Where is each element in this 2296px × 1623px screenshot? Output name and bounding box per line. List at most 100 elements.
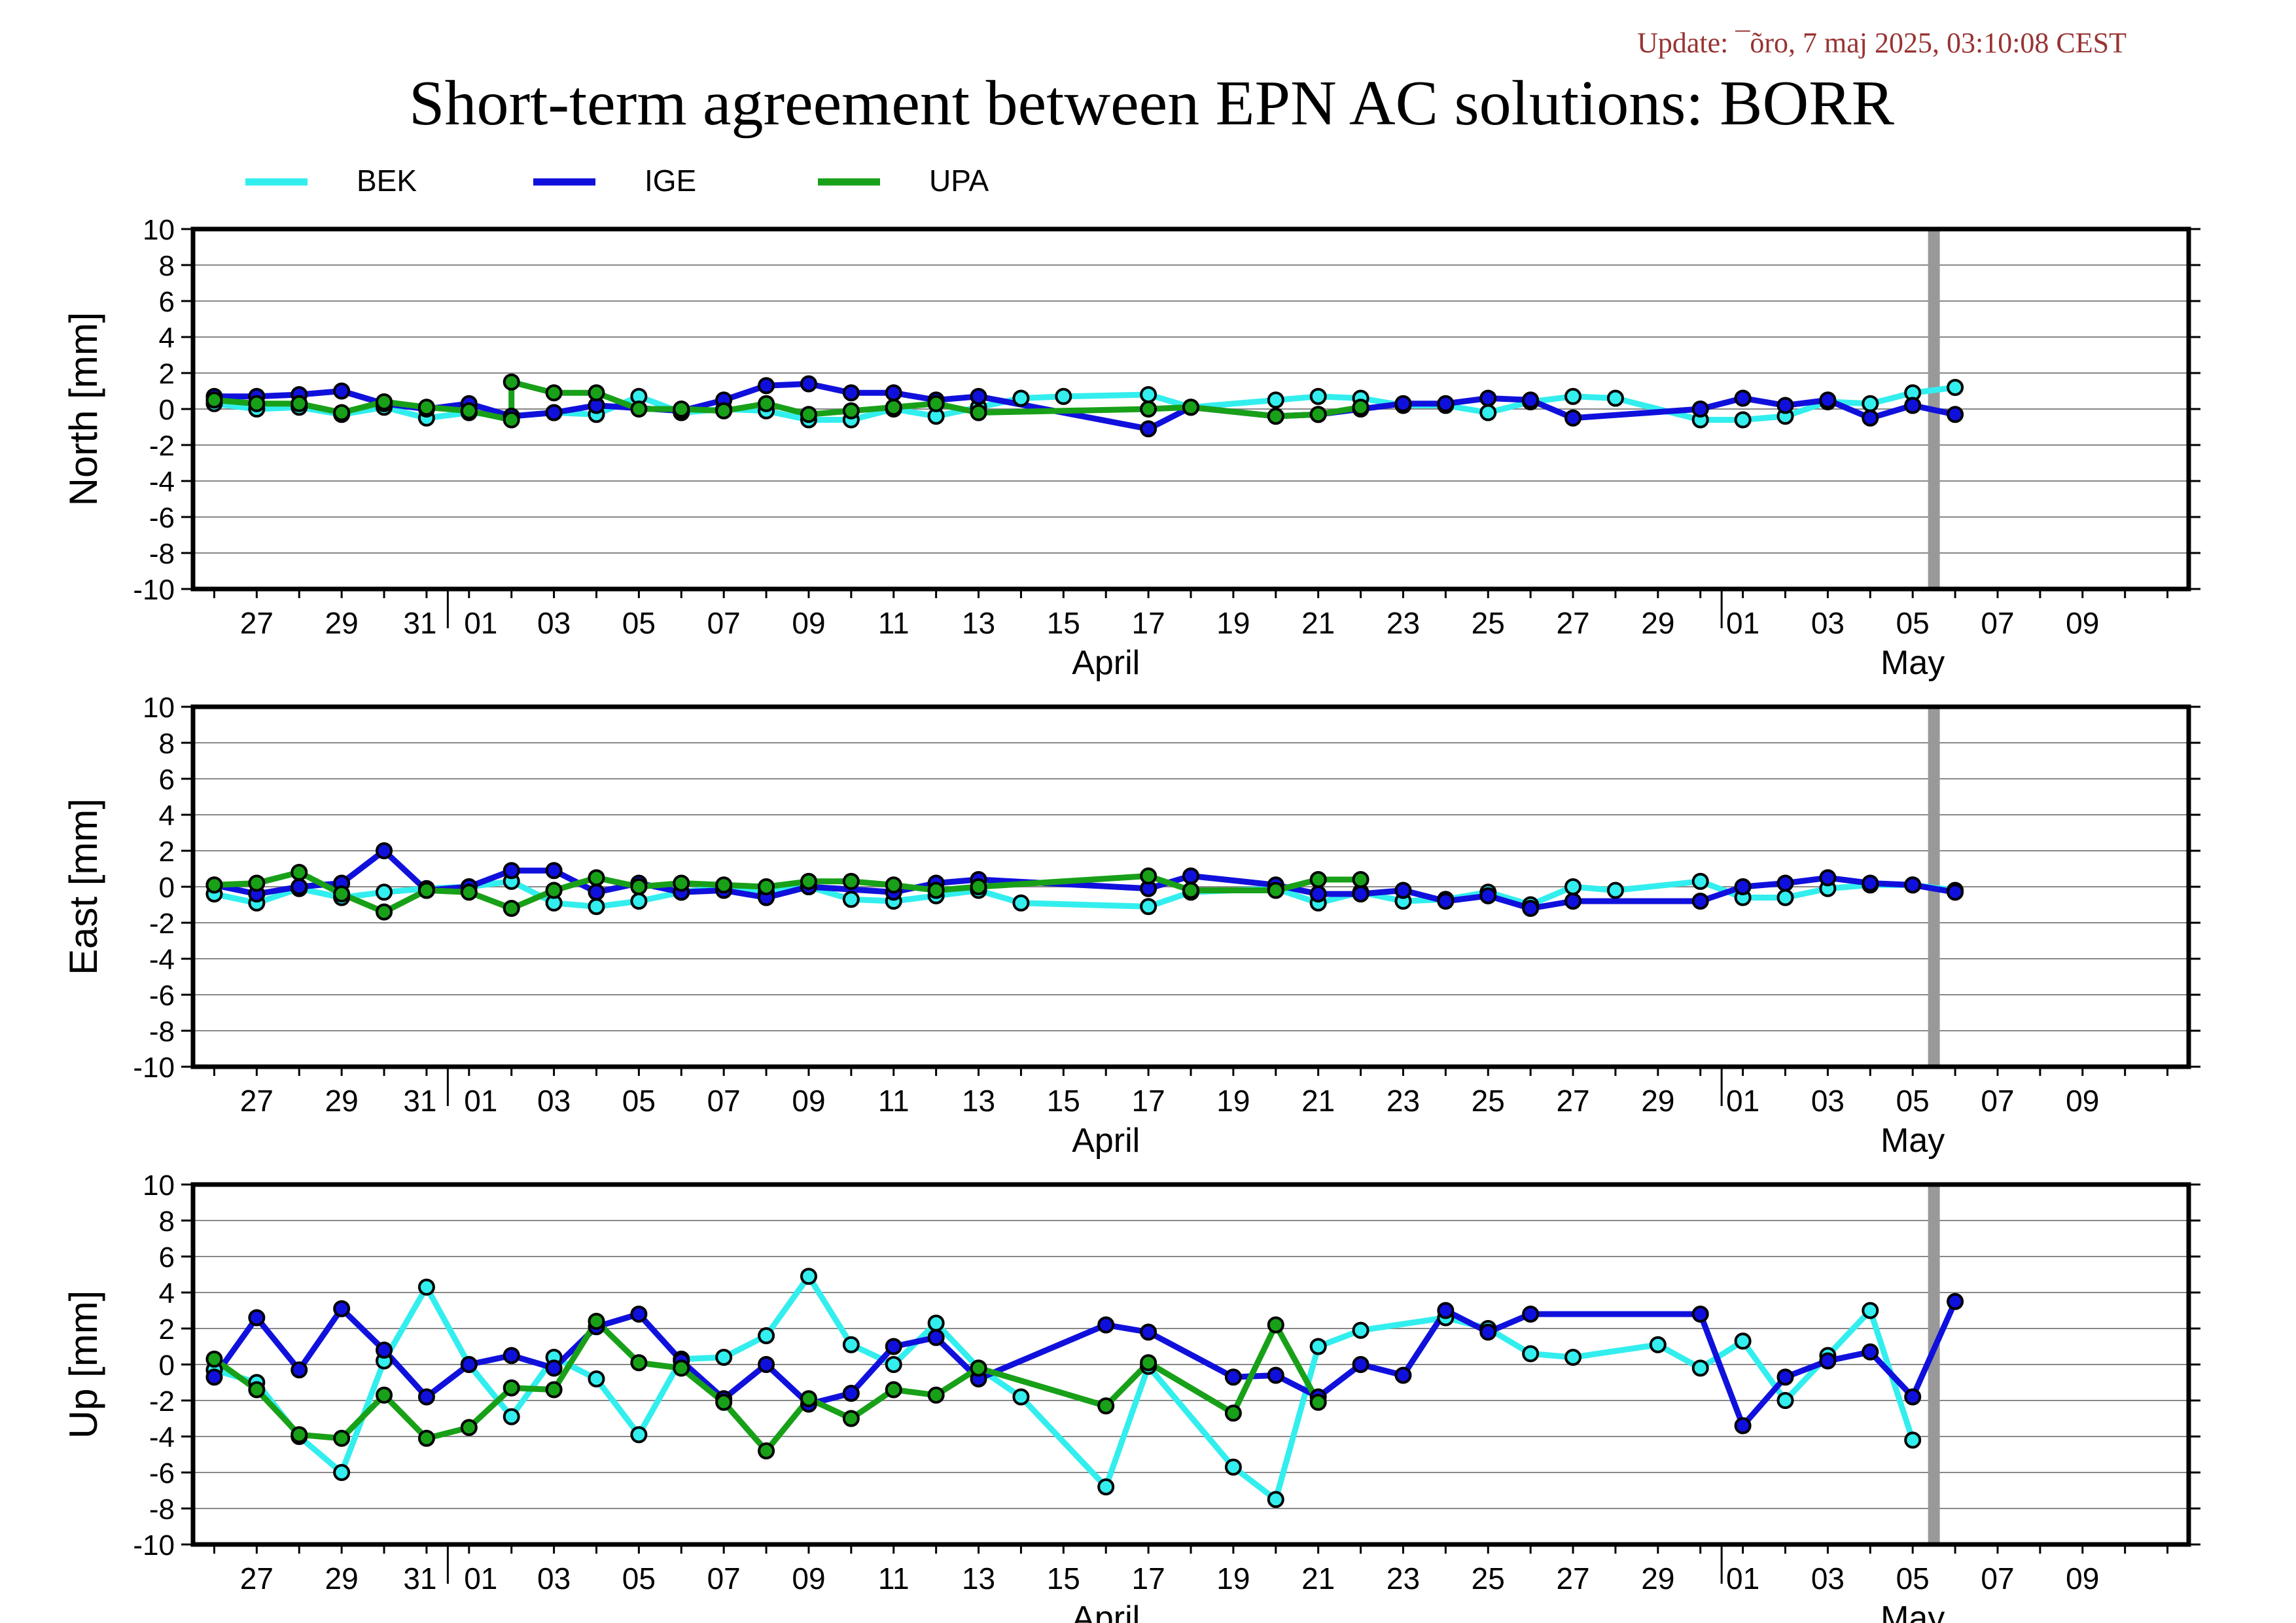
- x-tick-label: 29: [325, 606, 359, 640]
- data-point-ige: [460, 1356, 478, 1373]
- data-point-ige: [1437, 395, 1455, 412]
- data-point-upa: [1182, 399, 1199, 416]
- y-tick-label: 8: [159, 250, 175, 282]
- month-label: May: [1881, 644, 1945, 682]
- data-point-upa: [248, 395, 266, 412]
- data-point-bek: [842, 1336, 860, 1353]
- data-point-ige: [1947, 1293, 1964, 1310]
- update-timestamp: Update: ¯õro, 7 maj 2025, 03:10:08 CEST: [1637, 27, 2127, 59]
- data-point-bek: [1479, 404, 1497, 421]
- data-point-bek: [1564, 387, 1582, 405]
- data-point-bek: [800, 1268, 817, 1285]
- data-point-bek: [1267, 391, 1284, 409]
- x-tick-label: 09: [792, 1084, 825, 1118]
- x-tick-label: 29: [1641, 1084, 1674, 1118]
- y-tick-label: -4: [149, 944, 175, 976]
- data-point-upa: [970, 404, 987, 421]
- x-tick-label: 19: [1216, 1084, 1250, 1118]
- data-point-ige: [1267, 1366, 1284, 1384]
- data-point-ige: [1522, 900, 1540, 917]
- y-tick-label: 8: [159, 728, 175, 760]
- legend-label-upa: UPA: [929, 164, 989, 198]
- data-point-bek: [503, 1408, 520, 1425]
- data-point-ige: [1776, 1368, 1794, 1386]
- x-tick-label: 09: [2066, 1084, 2099, 1118]
- x-tick-label: 27: [1556, 1561, 1589, 1596]
- x-tick-label: 03: [1811, 606, 1845, 640]
- data-point-ige: [1734, 389, 1752, 407]
- data-point-ige: [1352, 1356, 1369, 1373]
- data-point-upa: [1267, 882, 1284, 899]
- x-tick-label: 07: [1981, 606, 2014, 640]
- x-tick-label: 21: [1301, 606, 1335, 640]
- data-point-ige: [1564, 893, 1582, 910]
- data-point-bek: [1564, 1349, 1582, 1366]
- data-point-ige: [1691, 1306, 1709, 1323]
- x-tick-label: 05: [622, 606, 656, 640]
- x-tick-label: 15: [1047, 606, 1080, 640]
- x-tick-label: 09: [792, 606, 825, 640]
- y-tick-label: 4: [159, 322, 175, 354]
- data-point-ige: [1904, 1388, 1922, 1406]
- data-point-upa: [248, 874, 266, 892]
- data-point-upa: [291, 1426, 308, 1444]
- data-point-ige: [1819, 391, 1837, 409]
- data-point-ige: [1947, 406, 1964, 423]
- data-point-ige: [1862, 1343, 1879, 1361]
- data-point-upa: [758, 395, 775, 412]
- data-point-bek: [1862, 1302, 1879, 1319]
- x-tick-label: 05: [1896, 1084, 1930, 1118]
- x-tick-label: 03: [537, 1561, 571, 1596]
- x-tick-label: 01: [1726, 1084, 1759, 1118]
- data-point-upa: [1267, 1316, 1284, 1334]
- data-point-ige: [205, 1368, 223, 1386]
- data-point-bek: [1012, 894, 1030, 912]
- x-tick-label: 05: [622, 1084, 656, 1118]
- y-axis-label: East [mm]: [62, 798, 105, 975]
- y-tick-label: 6: [159, 764, 175, 796]
- data-point-bek: [1776, 1392, 1794, 1409]
- data-point-upa: [715, 876, 733, 894]
- data-point-upa: [588, 384, 605, 402]
- data-point-ige: [1097, 1316, 1115, 1334]
- data-point-upa: [715, 402, 733, 419]
- series-line-upa: [212, 1318, 1321, 1454]
- data-point-ige: [1437, 1302, 1455, 1319]
- y-tick-label: 6: [159, 1241, 175, 1274]
- data-point-upa: [927, 882, 945, 899]
- data-point-ige: [1776, 397, 1794, 414]
- data-point-bek: [715, 1349, 733, 1366]
- data-point-upa: [885, 876, 902, 894]
- data-point-bek: [1691, 1359, 1709, 1377]
- data-point-upa: [588, 1313, 605, 1330]
- data-point-bek: [1309, 1338, 1327, 1355]
- x-tick-label: 09: [2066, 606, 2099, 640]
- y-tick-label: 0: [159, 1349, 175, 1382]
- y-tick-label: -4: [149, 1421, 175, 1454]
- y-tick-label: -4: [149, 466, 175, 498]
- data-point-bek: [417, 1278, 435, 1296]
- data-point-upa: [291, 395, 308, 412]
- y-tick-label: -10: [133, 574, 175, 606]
- data-point-bek: [1309, 387, 1327, 405]
- y-tick-label: 4: [159, 1277, 175, 1310]
- series-line-ige: [211, 1300, 1958, 1429]
- data-point-bek: [1140, 898, 1157, 916]
- x-tick-label: 29: [325, 1084, 359, 1118]
- x-tick-label: 09: [792, 1561, 825, 1596]
- y-tick-label: -6: [149, 980, 175, 1012]
- data-point-upa: [503, 1379, 520, 1397]
- x-tick-label: 11: [878, 1561, 910, 1596]
- y-tick-label: 0: [159, 394, 175, 426]
- data-point-ige: [588, 883, 605, 901]
- x-tick-label: 13: [962, 1561, 995, 1596]
- y-axis-label: Up [mm]: [62, 1291, 105, 1439]
- x-tick-label: 31: [403, 1561, 436, 1596]
- data-point-ige: [545, 862, 563, 880]
- x-tick-label: 01: [464, 606, 497, 640]
- y-tick-label: -10: [133, 1052, 175, 1084]
- data-point-upa: [1352, 399, 1369, 416]
- x-tick-label: 23: [1386, 1084, 1420, 1118]
- data-point-ige: [376, 842, 393, 859]
- data-point-ige: [1224, 1368, 1242, 1386]
